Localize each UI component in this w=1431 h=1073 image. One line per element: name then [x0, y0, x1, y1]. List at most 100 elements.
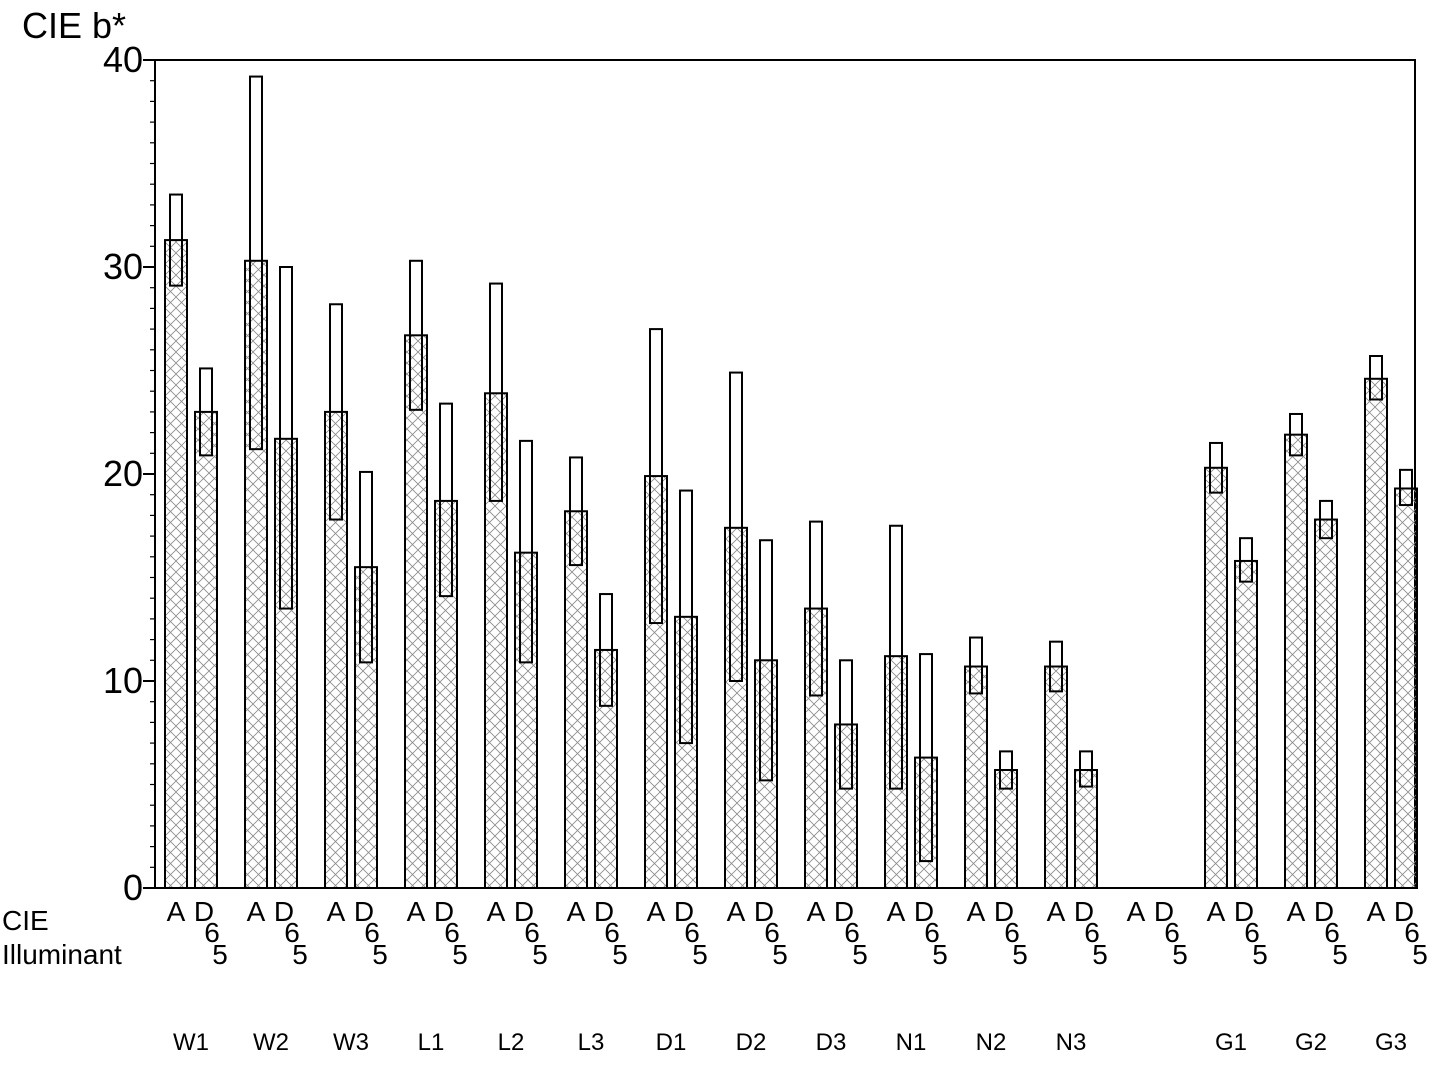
error-bar-W2-A	[249, 75, 263, 451]
illuminant-label-D: D	[914, 896, 934, 927]
y-axis-title: CIE b*	[22, 5, 126, 46]
illuminant-label-5: 5	[612, 939, 628, 970]
error-bar-G1-A	[1209, 441, 1223, 494]
illuminant-label-A: A	[327, 896, 346, 927]
illuminant-label-A: A	[247, 896, 266, 927]
error-bar-D2-A	[729, 371, 743, 682]
illuminant-label-A: A	[887, 896, 906, 927]
error-bar-D1-A	[649, 328, 663, 625]
error-bar-L1-A	[409, 259, 423, 411]
error-bar-N1-A	[889, 524, 903, 790]
bar-D2-A	[724, 526, 748, 889]
illuminant-label-5: 5	[452, 939, 468, 970]
error-bar-D3-A	[809, 520, 823, 697]
error-bar-G3-D65	[1399, 468, 1413, 507]
group-label: G2	[1295, 1029, 1327, 1056]
bar-L1-A	[404, 334, 428, 889]
bar-W2-A	[244, 259, 268, 890]
group-label: L2	[498, 1029, 525, 1056]
error-bar-N3-D65	[1079, 750, 1093, 788]
bar-W3-A	[324, 410, 348, 889]
y-axis: 0 10 20 30 40	[103, 39, 155, 908]
error-bar-L2-D65	[519, 439, 533, 664]
error-bar-N2-A	[969, 636, 983, 695]
illuminant-label-D: D	[434, 896, 454, 927]
bars	[164, 239, 1418, 890]
illuminant-label-A: A	[647, 896, 666, 927]
group-label: N1	[896, 1029, 927, 1056]
illuminant-label-A: A	[407, 896, 426, 927]
illuminant-label-D: D	[354, 896, 374, 927]
bar-D3-D65	[834, 723, 858, 889]
error-bar-W3-D65	[359, 470, 373, 664]
illuminant-label-A: A	[1127, 896, 1146, 927]
bar-N2-D65	[994, 769, 1018, 890]
error-bar-W2-D65	[279, 266, 293, 610]
illuminant-label-A: A	[1207, 896, 1226, 927]
error-bar-W1-D65	[199, 367, 213, 457]
illuminant-label-D: D	[1394, 896, 1414, 927]
bar-W1-A	[164, 239, 188, 889]
illuminant-label-D: D	[754, 896, 774, 927]
y-tick-label: 40	[103, 39, 143, 80]
error-bar-L2-A	[489, 282, 503, 502]
illuminant-label-6: 6	[844, 917, 860, 948]
illuminant-label-6: 6	[1164, 917, 1180, 948]
x-axis-title-line2: Illuminant	[2, 939, 122, 970]
bar-D1-A	[644, 475, 668, 889]
bar-G3-A	[1364, 377, 1388, 889]
illuminant-label-A: A	[967, 896, 986, 927]
illuminant-label-D: D	[1154, 896, 1174, 927]
illuminant-label-D: D	[994, 896, 1014, 927]
illuminant-label-A: A	[1047, 896, 1066, 927]
illuminant-label-6: 6	[204, 917, 220, 948]
bar-G1-D65	[1234, 559, 1258, 889]
group-label: D3	[816, 1029, 847, 1056]
illuminant-label-6: 6	[1324, 917, 1340, 948]
group-label: D1	[656, 1029, 687, 1056]
bar-W2-D65	[274, 437, 298, 889]
illuminant-label-5: 5	[1172, 939, 1188, 970]
y-tick-label: 30	[103, 246, 143, 287]
bar-N2-A	[964, 665, 988, 890]
error-bar-N3-A	[1049, 640, 1063, 693]
error-bar-N2-D65	[999, 750, 1013, 790]
bar-D3-A	[804, 607, 828, 889]
group-label: G3	[1375, 1029, 1407, 1056]
illuminant-label-5: 5	[372, 939, 388, 970]
bar-L2-A	[484, 392, 508, 889]
illuminant-label-A: A	[487, 896, 506, 927]
illuminant-label-6: 6	[1004, 917, 1020, 948]
illuminant-label-5: 5	[532, 939, 548, 970]
illuminant-label-A: A	[567, 896, 586, 927]
error-bar-D2-D65	[759, 539, 773, 782]
group-label: W1	[173, 1029, 209, 1056]
error-bar-G1-D65	[1239, 537, 1253, 583]
illuminant-label-6: 6	[924, 917, 940, 948]
illuminant-label-6: 6	[764, 917, 780, 948]
group-label: N3	[1056, 1029, 1087, 1056]
error-bar-L3-D65	[599, 593, 613, 707]
group-label: N2	[976, 1029, 1007, 1056]
error-bar-G3-A	[1369, 355, 1383, 401]
illuminant-label-5: 5	[772, 939, 788, 970]
illuminant-label-D: D	[194, 896, 214, 927]
illuminant-label-A: A	[167, 896, 186, 927]
error-bar-L3-A	[569, 456, 583, 567]
illuminant-label-A: A	[1287, 896, 1306, 927]
x-axis-title-line1: CIE	[2, 905, 49, 936]
error-bar-D3-D65	[839, 659, 853, 790]
bar-W1-D65	[194, 410, 218, 889]
bar-D2-D65	[754, 659, 778, 889]
illuminant-label-D: D	[594, 896, 614, 927]
illuminant-label-6: 6	[1404, 917, 1420, 948]
illuminant-label-5: 5	[852, 939, 868, 970]
illuminant-label-5: 5	[1412, 939, 1428, 970]
illuminant-label-6: 6	[604, 917, 620, 948]
bar-W3-D65	[354, 566, 378, 890]
illuminant-label-A: A	[807, 896, 826, 927]
bar-N1-D65	[914, 756, 938, 890]
illuminant-label-5: 5	[1092, 939, 1108, 970]
